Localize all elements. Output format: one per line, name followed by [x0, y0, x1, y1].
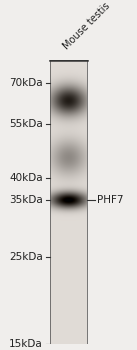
- Text: Mouse testis: Mouse testis: [61, 1, 112, 51]
- Text: PHF7: PHF7: [97, 195, 124, 205]
- Text: 40kDa: 40kDa: [9, 173, 43, 182]
- Text: 70kDa: 70kDa: [9, 78, 43, 88]
- Text: 35kDa: 35kDa: [9, 195, 43, 205]
- Text: 25kDa: 25kDa: [9, 252, 43, 262]
- Text: 15kDa: 15kDa: [9, 338, 43, 349]
- Text: 55kDa: 55kDa: [9, 119, 43, 128]
